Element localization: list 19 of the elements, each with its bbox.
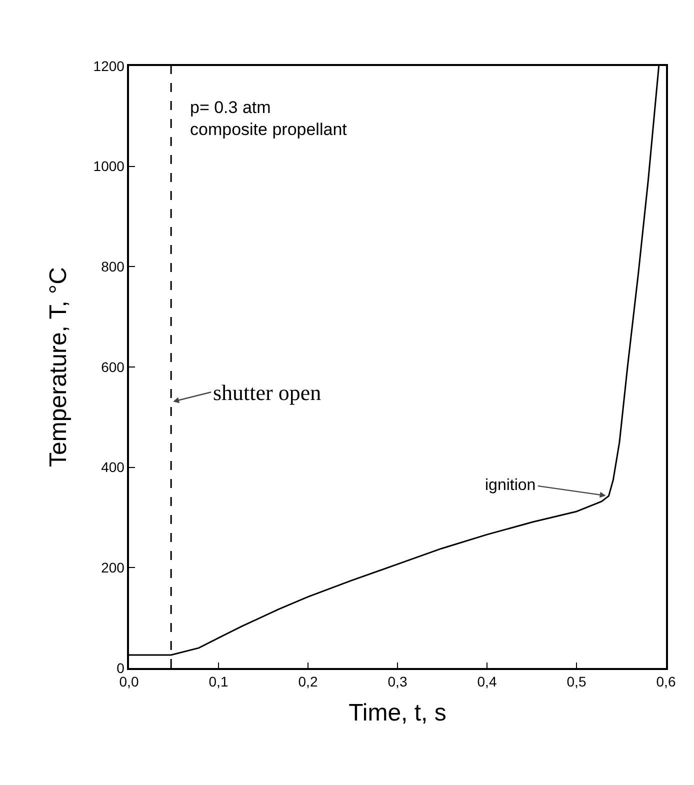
x-tick-label: 0,6: [656, 674, 676, 690]
y-tick-label: 600: [101, 358, 125, 375]
annotation: shutter open: [213, 380, 322, 405]
y-tick-label: 800: [101, 258, 125, 275]
x-tick-label: 0,2: [298, 674, 318, 690]
y-tick-label: 200: [101, 560, 125, 576]
x-tick-label: 0,0: [119, 674, 139, 690]
x-axis-title: Time, t, s: [348, 699, 446, 726]
y-tick-label: 1200: [93, 58, 125, 74]
y-tick-label: 400: [101, 459, 125, 476]
x-tick-label: 0,5: [566, 674, 586, 690]
annotation: p= 0.3 atm composite propellant: [190, 98, 348, 140]
x-tick-label: 0,1: [208, 674, 228, 690]
x-tick-label: 0,3: [388, 674, 408, 690]
y-axis-title: Temperature, T, °C: [44, 267, 72, 467]
y-tick-label: 1000: [93, 158, 125, 174]
annotation: ignition: [485, 477, 536, 494]
x-tick-label: 0,4: [477, 674, 497, 690]
y-tick-label: 0: [116, 660, 125, 676]
